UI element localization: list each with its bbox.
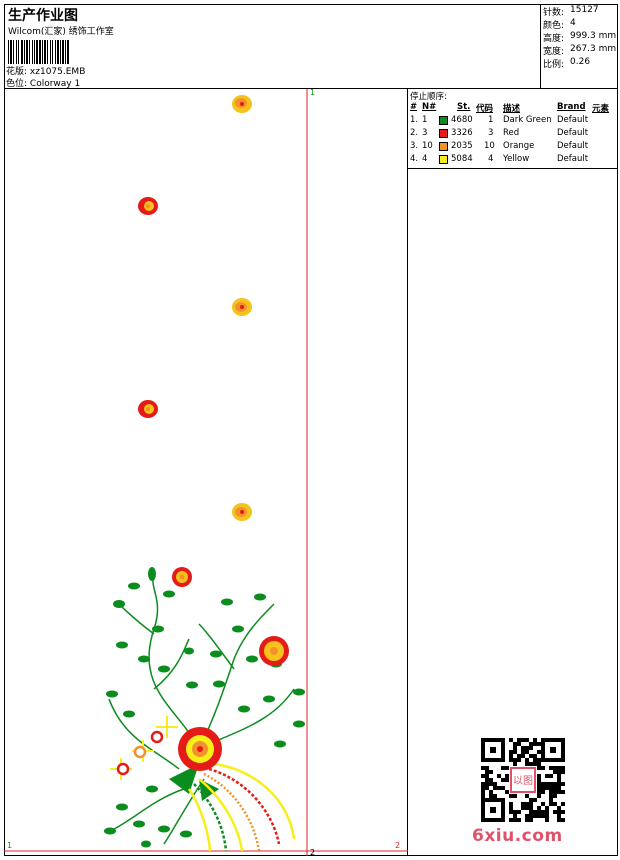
arc-stitches <box>187 762 296 852</box>
vine-leaves <box>104 567 305 848</box>
scale-value: 0.26 <box>570 57 591 67</box>
scale-label: 比例: <box>543 60 565 70</box>
col-brand: Brand <box>557 102 586 112</box>
col-code: 代码 <box>476 104 494 114</box>
header-panel: 生产作业图 Wilcom(汇家) 绣饰工作室 花版: xz1075.EMB 色位… <box>4 4 541 89</box>
color-swatch <box>439 129 448 138</box>
stop-sequence-panel: 停止顺序: # N# St. 代码 描述 Brand 元素 1. 1 4680 1 … <box>408 89 618 169</box>
stop-sequence-heading: 停止顺序: <box>410 92 447 102</box>
col-element: 元素 <box>592 104 610 114</box>
flower-motif-1 <box>232 95 252 113</box>
colorway-line: 色位: Colorway 1 <box>6 79 81 89</box>
table-row: 1. 1 4680 1 Dark Green Default <box>410 115 589 125</box>
stats-panel: 针数: 15127 颜色: 4 高度: 999.3 mm 宽度: 267.3 mm 比例… <box>541 4 618 89</box>
table-row: 4. 4 5084 4 Yellow Default <box>410 154 589 164</box>
col-index: # <box>410 102 418 112</box>
stitches-value: 15127 <box>570 5 599 15</box>
design-line: 花版: xz1075.EMB <box>6 67 86 77</box>
guide-bottom-left-mark: 1 <box>7 841 12 850</box>
design-file: xz1075.EMB <box>29 67 86 77</box>
qr-code: 以图 <box>481 738 565 822</box>
guide-right-mark: 2 <box>395 841 400 850</box>
height-value: 999.3 mm <box>570 31 617 41</box>
page-frame <box>4 4 618 856</box>
flower-motif-5 <box>232 503 252 521</box>
seal-text: 以图 <box>513 775 533 787</box>
col-needle: N# <box>422 102 437 112</box>
flower-motif-3 <box>232 298 252 316</box>
col-stitches: St. <box>457 102 471 112</box>
table-row: 3. 10 2035 10 Orange Default <box>410 141 589 151</box>
watermark: 6xiu.com <box>472 826 563 846</box>
main-flower <box>178 727 222 771</box>
width-value: 267.3 mm <box>570 44 617 54</box>
side-flower-2 <box>172 567 192 587</box>
height-label: 高度: <box>543 34 565 44</box>
seal-icon <box>510 767 536 793</box>
side-flower-1 <box>259 636 289 666</box>
page-title: 生产作业图 <box>8 8 78 24</box>
colorway-value: Colorway 1 <box>29 79 81 89</box>
flower-motif-4 <box>138 400 158 418</box>
width-label: 宽度: <box>543 47 565 57</box>
color-swatch <box>439 116 448 125</box>
color-swatch <box>439 155 448 164</box>
design-canvas: 1 1 2 2 <box>4 88 408 857</box>
barcode <box>8 40 134 64</box>
company-name: Wilcom(汇家) 绣饰工作室 <box>8 27 114 37</box>
colors-value: 4 <box>570 18 576 28</box>
guide-bottom-mid-mark: 2 <box>310 848 315 856</box>
color-swatch <box>439 142 448 151</box>
col-description: 描述 <box>503 104 521 114</box>
embroidery-preview: 1 1 2 2 <box>4 88 408 857</box>
table-row: 2. 3 3326 3 Red Default <box>410 128 589 138</box>
stitches-label: 针数: <box>543 8 565 18</box>
colors-label: 颜色: <box>543 21 565 31</box>
flower-motif-2 <box>138 197 158 215</box>
vine-stems <box>108 573 295 845</box>
guide-top-mark: 1 <box>310 89 315 97</box>
